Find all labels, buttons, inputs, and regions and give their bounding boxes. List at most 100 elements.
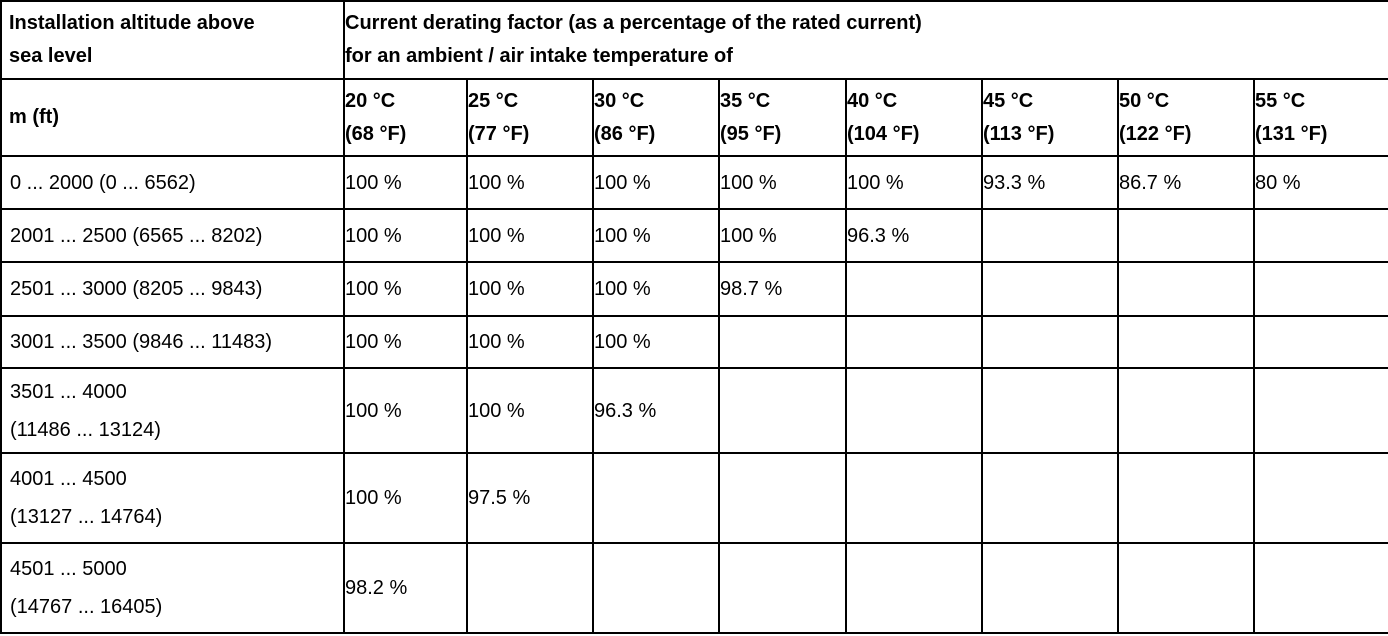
derating-value-cell — [981, 261, 1119, 317]
derating-value-cell: 100 % — [592, 261, 720, 317]
derating-value-cell: 100 % — [343, 367, 468, 454]
temp-fahrenheit-label: (68 °F) — [345, 122, 407, 145]
table-row: 2001 ... 2500 (6565 ... 8202) 100 % 100 % 1… — [0, 208, 1388, 263]
altitude-cell: 4501 ... 5000 (14767 ... 16405) — [0, 542, 345, 634]
altitude-range-line1: 4001 ... 4500 — [10, 468, 127, 490]
temp-celsius-label: 20 °C — [345, 89, 396, 112]
altitude-range-line1: 2501 ... 3000 (8205 ... 9843) — [10, 278, 263, 300]
derating-value-cell: 100 % — [343, 155, 468, 210]
temp-column-header: 30 °C (86 °F) — [592, 78, 720, 157]
temp-column-header: 40 °C (104 °F) — [845, 78, 983, 157]
derating-value-cell — [592, 452, 720, 544]
table-row: 4501 ... 5000 (14767 ... 16405) 98.2 % — [0, 542, 1388, 634]
derating-value-cell — [1252, 315, 1388, 369]
altitude-range-line1: 3001 ... 3500 (9846 ... 11483) — [10, 331, 273, 353]
temp-column-header: 45 °C (113 °F) — [981, 78, 1119, 157]
derating-value-cell: 93.3 % — [981, 155, 1119, 210]
altitude-cell: 4001 ... 4500 (13127 ... 14764) — [0, 452, 345, 544]
derating-value-cell — [718, 315, 847, 369]
temp-celsius-label: 30 °C — [594, 89, 645, 112]
temp-fahrenheit-label: (104 °F) — [847, 122, 920, 145]
derating-value-cell — [981, 542, 1119, 634]
derating-title-cell: Current derating factor (as a percentage… — [342, 0, 1388, 80]
table-row: 0 ... 2000 (0 ... 6562) 100 % 100 % 100 % 10… — [0, 155, 1388, 210]
derating-value-cell — [1117, 208, 1255, 263]
derating-value-cell — [981, 452, 1119, 544]
altitude-range-line2: (14767 ... 16405) — [10, 596, 163, 618]
derating-value-cell — [1117, 452, 1255, 544]
altitude-title-line2: sea level — [9, 45, 93, 67]
altitude-title-cell: Installation altitude above sea level — [0, 0, 345, 80]
derating-value-cell — [1117, 367, 1255, 454]
header-row-temperatures: m (ft) 20 °C (68 °F) 25 °C (77 °F) 30 °C (86 … — [0, 78, 1388, 157]
derating-value-cell: 100 % — [592, 208, 720, 263]
temp-fahrenheit-label: (122 °F) — [1119, 122, 1192, 145]
temp-fahrenheit-label: (86 °F) — [594, 122, 656, 145]
derating-value-cell — [981, 315, 1119, 369]
derating-value-cell — [718, 452, 847, 544]
table-body: 0 ... 2000 (0 ... 6562) 100 % 100 % 100 % 10… — [0, 155, 1388, 634]
temp-celsius-label: 50 °C — [1119, 89, 1170, 112]
derating-value-cell: 100 % — [592, 155, 720, 210]
derating-value-cell: 100 % — [592, 315, 720, 369]
derating-value-cell — [592, 542, 720, 634]
derating-value-cell — [981, 208, 1119, 263]
derating-value-cell — [1252, 452, 1388, 544]
derating-value-cell — [1252, 261, 1388, 317]
derating-value-cell: 100 % — [343, 208, 468, 263]
derating-value-cell: 100 % — [718, 155, 847, 210]
temp-celsius-label: 35 °C — [720, 89, 771, 112]
altitude-cell: 3001 ... 3500 (9846 ... 11483) — [0, 315, 345, 369]
altitude-range-line1: 4501 ... 5000 — [10, 558, 127, 580]
altitude-title-line1: Installation altitude above — [9, 12, 255, 34]
derating-value-cell: 98.2 % — [343, 542, 468, 634]
derating-value-cell: 100 % — [343, 452, 468, 544]
altitude-range-line1: 2001 ... 2500 (6565 ... 8202) — [10, 224, 263, 247]
temp-column-header: 20 °C (68 °F) — [343, 78, 468, 157]
derating-value-cell — [1117, 261, 1255, 317]
temp-fahrenheit-label: (113 °F) — [983, 122, 1055, 145]
derating-value-cell: 100 % — [466, 155, 594, 210]
temp-column-header: 25 °C (77 °F) — [466, 78, 594, 157]
derating-value-cell: 86.7 % — [1117, 155, 1255, 210]
temp-celsius-label: 40 °C — [847, 89, 898, 112]
temp-celsius-label: 55 °C — [1255, 89, 1306, 112]
derating-value-cell — [718, 367, 847, 454]
derating-value-cell — [1252, 542, 1388, 634]
derating-value-cell — [1252, 367, 1388, 454]
altitude-cell: 0 ... 2000 (0 ... 6562) — [0, 155, 345, 210]
derating-value-cell — [845, 452, 983, 544]
table-header: Installation altitude above sea level Cu… — [0, 0, 1388, 157]
derating-value-cell — [981, 367, 1119, 454]
table-row: 4001 ... 4500 (13127 ... 14764) 100 % 97.5 … — [0, 452, 1388, 544]
table-row: 3001 ... 3500 (9846 ... 11483) 100 % 100 %… — [0, 315, 1388, 369]
temp-fahrenheit-label: (95 °F) — [720, 122, 782, 145]
derating-title-line1: Current derating factor (as a percentage… — [345, 12, 922, 34]
derating-value-cell — [845, 367, 983, 454]
temp-celsius-label: 45 °C — [983, 89, 1034, 112]
derating-value-cell: 100 % — [466, 261, 594, 317]
derating-value-cell: 98.7 % — [718, 261, 847, 317]
altitude-cell: 3501 ... 4000 (11486 ... 13124) — [0, 367, 345, 454]
altitude-cell: 2001 ... 2500 (6565 ... 8202) — [0, 208, 345, 263]
derating-value-cell: 100 % — [845, 155, 983, 210]
derating-value-cell: 96.3 % — [845, 208, 983, 263]
altitude-range-line1: 0 ... 2000 (0 ... 6562) — [10, 171, 196, 194]
derating-value-cell: 96.3 % — [592, 367, 720, 454]
derating-value-cell — [845, 542, 983, 634]
derating-value-cell — [845, 315, 983, 369]
derating-value-cell — [1117, 542, 1255, 634]
derating-value-cell — [718, 542, 847, 634]
derating-value-cell: 97.5 % — [466, 452, 594, 544]
temp-fahrenheit-label: (77 °F) — [468, 122, 530, 145]
temp-celsius-label: 25 °C — [468, 89, 519, 112]
temp-column-header: 55 °C (131 °F) — [1252, 78, 1388, 157]
header-row-titles: Installation altitude above sea level Cu… — [0, 0, 1388, 80]
altitude-range-line1: 3501 ... 4000 — [10, 380, 127, 403]
temp-column-header: 35 °C (95 °F) — [718, 78, 847, 157]
derating-value-cell — [845, 261, 983, 317]
derating-value-cell — [1252, 208, 1388, 263]
temp-fahrenheit-label: (131 °F) — [1255, 122, 1328, 145]
derating-value-cell — [466, 542, 594, 634]
